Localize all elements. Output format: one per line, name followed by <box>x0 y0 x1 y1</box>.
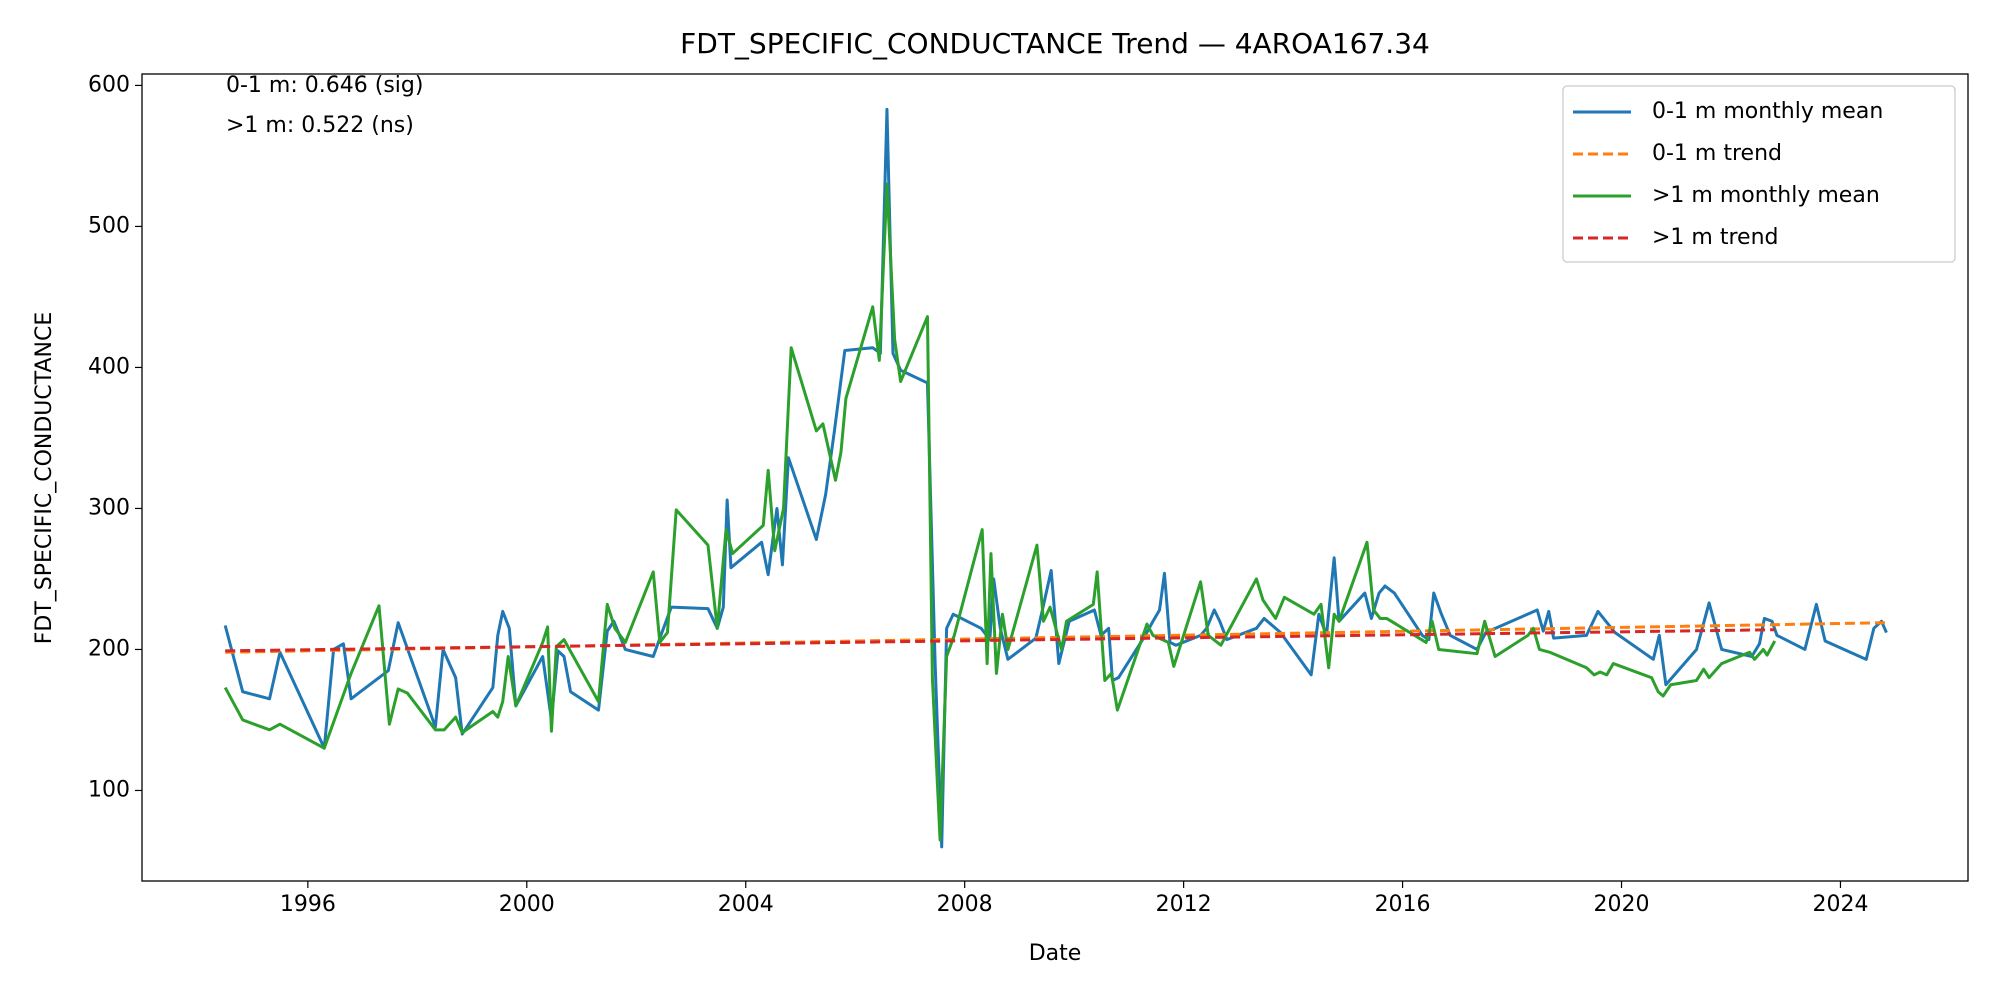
x-tick-label: 2020 <box>1594 892 1650 917</box>
x-tick-label: 2000 <box>499 892 555 917</box>
x-axis-label: Date <box>1029 941 1082 966</box>
legend-box <box>1562 85 1956 263</box>
chart-title: FDT_SPECIFIC_CONDUCTANCE Trend — 4AROA16… <box>680 27 1430 60</box>
y-tick-label: 500 <box>88 213 130 238</box>
x-tick-label: 2016 <box>1375 892 1431 917</box>
y-tick-label: 600 <box>88 72 130 97</box>
y-axis-label: FDT_SPECIFIC_CONDUCTANCE <box>32 312 57 645</box>
x-tick-label: 2024 <box>1812 892 1868 917</box>
legend-label: >1 m trend <box>1652 225 1778 250</box>
y-tick-label: 100 <box>88 777 130 802</box>
series-line <box>223 182 1777 842</box>
x-tick-label: 2004 <box>718 892 774 917</box>
annotation: >1 m: 0.522 (ns) <box>226 113 414 138</box>
y-tick-label: 400 <box>88 354 130 379</box>
annotation: 0-1 m: 0.646 (sig) <box>226 73 423 98</box>
legend-label: >1 m monthly mean <box>1652 183 1880 208</box>
legend-label: 0-1 m monthly mean <box>1652 99 1883 124</box>
legend-label: 0-1 m trend <box>1652 141 1782 166</box>
x-tick-label: 2012 <box>1156 892 1212 917</box>
y-tick-label: 200 <box>88 636 130 661</box>
plot-frame <box>141 73 1969 882</box>
y-tick-label: 300 <box>88 495 130 520</box>
x-tick-label: 2008 <box>937 892 993 917</box>
x-tick-label: 1996 <box>280 892 336 917</box>
series-line <box>225 628 1775 653</box>
